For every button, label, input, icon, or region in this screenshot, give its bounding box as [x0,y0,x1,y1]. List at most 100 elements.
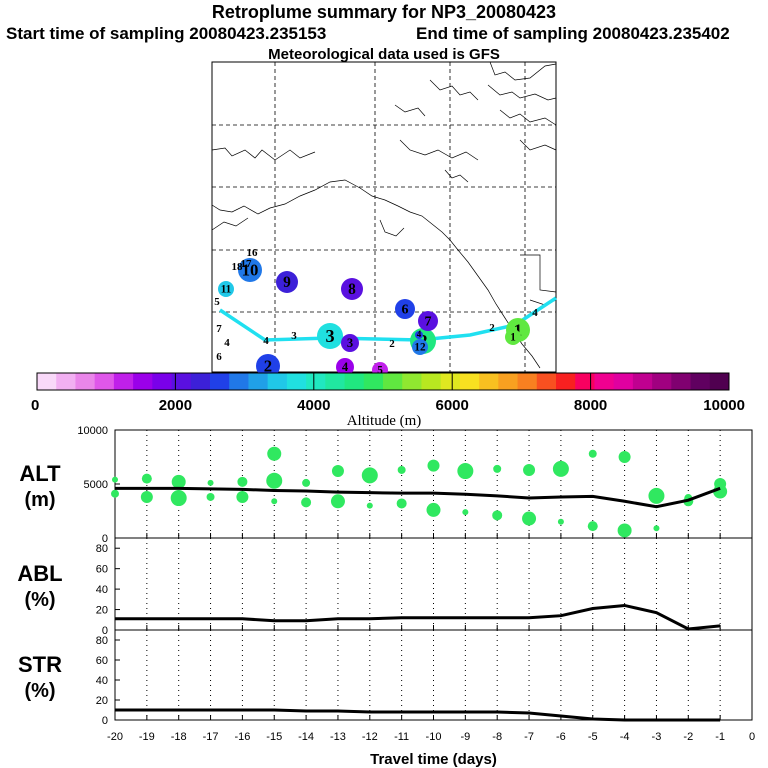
colorbar-segment [133,373,153,390]
series-line-alt [115,486,721,509]
altitude-cluster-point [171,474,186,489]
map-small-label: 4 [224,337,230,349]
x-tick-label: -5 [588,731,598,743]
altitude-cluster-point [206,492,215,501]
y-tick-label: 60 [96,564,108,576]
panel-ylabel: ALT [19,461,61,486]
colorbar-segment [632,373,653,390]
altitude-cluster-point [236,490,249,503]
colorbar-segment [306,373,326,390]
altitude-cluster-point [361,467,378,484]
altitude-cluster-point [426,502,441,517]
altitude-cluster-point [301,497,312,508]
coastlines [211,61,557,369]
map-centroid-label: 7 [425,315,432,330]
colorbar-segment [190,373,211,390]
colorbar-tick-label: 2000 [159,397,192,414]
colorbar-segment [152,373,173,390]
map-small-label: 16 [247,247,259,259]
map-centroid-circle [256,354,280,378]
y-tick-label: 80 [96,635,108,647]
map-centroid-circle [317,323,343,349]
colorbar-segment [325,373,346,390]
colorbar-segment [421,373,442,390]
colorbar-segment [37,373,57,390]
sampling-start-time: Start time of sampling 20080423.235153 [6,24,327,43]
y-tick-label: 5000 [84,479,108,491]
colorbar-segment [171,373,192,390]
map-centroid-label: 9 [283,274,291,291]
altitude-cluster-point [396,498,407,509]
altitude-cluster-point [140,490,153,503]
y-tick-label: 10000 [77,425,108,437]
panel-alt: ALT (m) 10000 5000 0 [19,425,753,545]
colorbar-segment [286,373,307,390]
colorbar-segment [248,373,269,390]
map-centroid-label: 3 [325,326,334,346]
panel-ylabel: ABL [17,561,62,586]
altitude-cluster-point [366,502,373,509]
colorbar-tick-label: 8000 [574,397,607,414]
y-tick-label: 60 [96,655,108,667]
colorbar-segment [517,373,538,390]
x-tick-label: -19 [139,731,155,743]
altitude-cluster-point [397,465,406,474]
altitude-cluster-point [618,451,631,463]
x-tick-label: -1 [715,731,725,743]
x-tick-label: -10 [426,731,442,743]
map-small-label: 7 [216,323,222,335]
x-tick-label: -9 [460,731,470,743]
map-gridlines [212,62,556,372]
y-tick-label: 20 [96,695,108,707]
map-centroid-label: 12 [414,342,426,354]
x-tick-label: -4 [620,731,630,743]
colorbar-segment [229,373,249,390]
sampling-end-time: End time of sampling 20080423.235402 [416,24,730,43]
x-tick-label: -12 [362,731,378,743]
altitude-cluster-point [141,473,152,484]
y-tick-label: 0 [102,625,108,637]
colorbar-segment [479,373,499,390]
colorbar-segment [113,373,134,390]
map-small-label: 5 [214,296,220,308]
altitude-cluster-point [170,490,187,507]
altitude-cluster-point [552,460,569,477]
altitude-cluster-point [207,479,214,486]
colorbar-label: Altitude (m) [347,413,422,429]
map-centroid-circle [218,281,234,297]
colorbar-segment [575,373,595,390]
colorbar-segment [709,373,730,390]
map-centroid-circle [505,329,521,345]
altitude-cluster-point [111,489,119,498]
colorbar-segment [556,373,576,390]
map-plume-centroids: 1123345678910111224 [218,258,530,378]
map-centroid-label: 4 [417,329,422,339]
x-tick-label: -15 [266,731,282,743]
colorbar-segment [383,373,403,390]
colorbar-tick-label: 10000 [703,397,745,414]
colorbar-segment [267,373,288,390]
map-small-label: 4 [263,335,269,347]
map-centroid-circle [238,258,262,282]
altitude-cluster-point [587,521,598,532]
x-tick-label: -2 [683,731,693,743]
x-tick-label: -8 [492,731,502,743]
colorbar-segment [440,373,461,390]
x-tick-label: -18 [171,731,187,743]
map-centroid-circle [415,331,423,339]
series-line-abl [115,603,721,631]
map-centroid-circle [336,358,354,376]
colorbar-segment [94,373,115,390]
time-series-panels: ALT (m) 10000 5000 0 ABL (%) 80 60 40 20 0 STR (%) 80 6… [17,425,755,768]
altitude-cluster-point [648,487,665,504]
altitude-cluster-point [237,476,248,487]
map-small-label: 4 [532,307,538,319]
panel-ylabel-unit: (%) [24,589,55,611]
x-tick-label: -3 [652,731,662,743]
map-centroid-circle [418,311,438,331]
colorbar-segment [56,373,76,390]
map-centroid-circle [412,339,428,355]
